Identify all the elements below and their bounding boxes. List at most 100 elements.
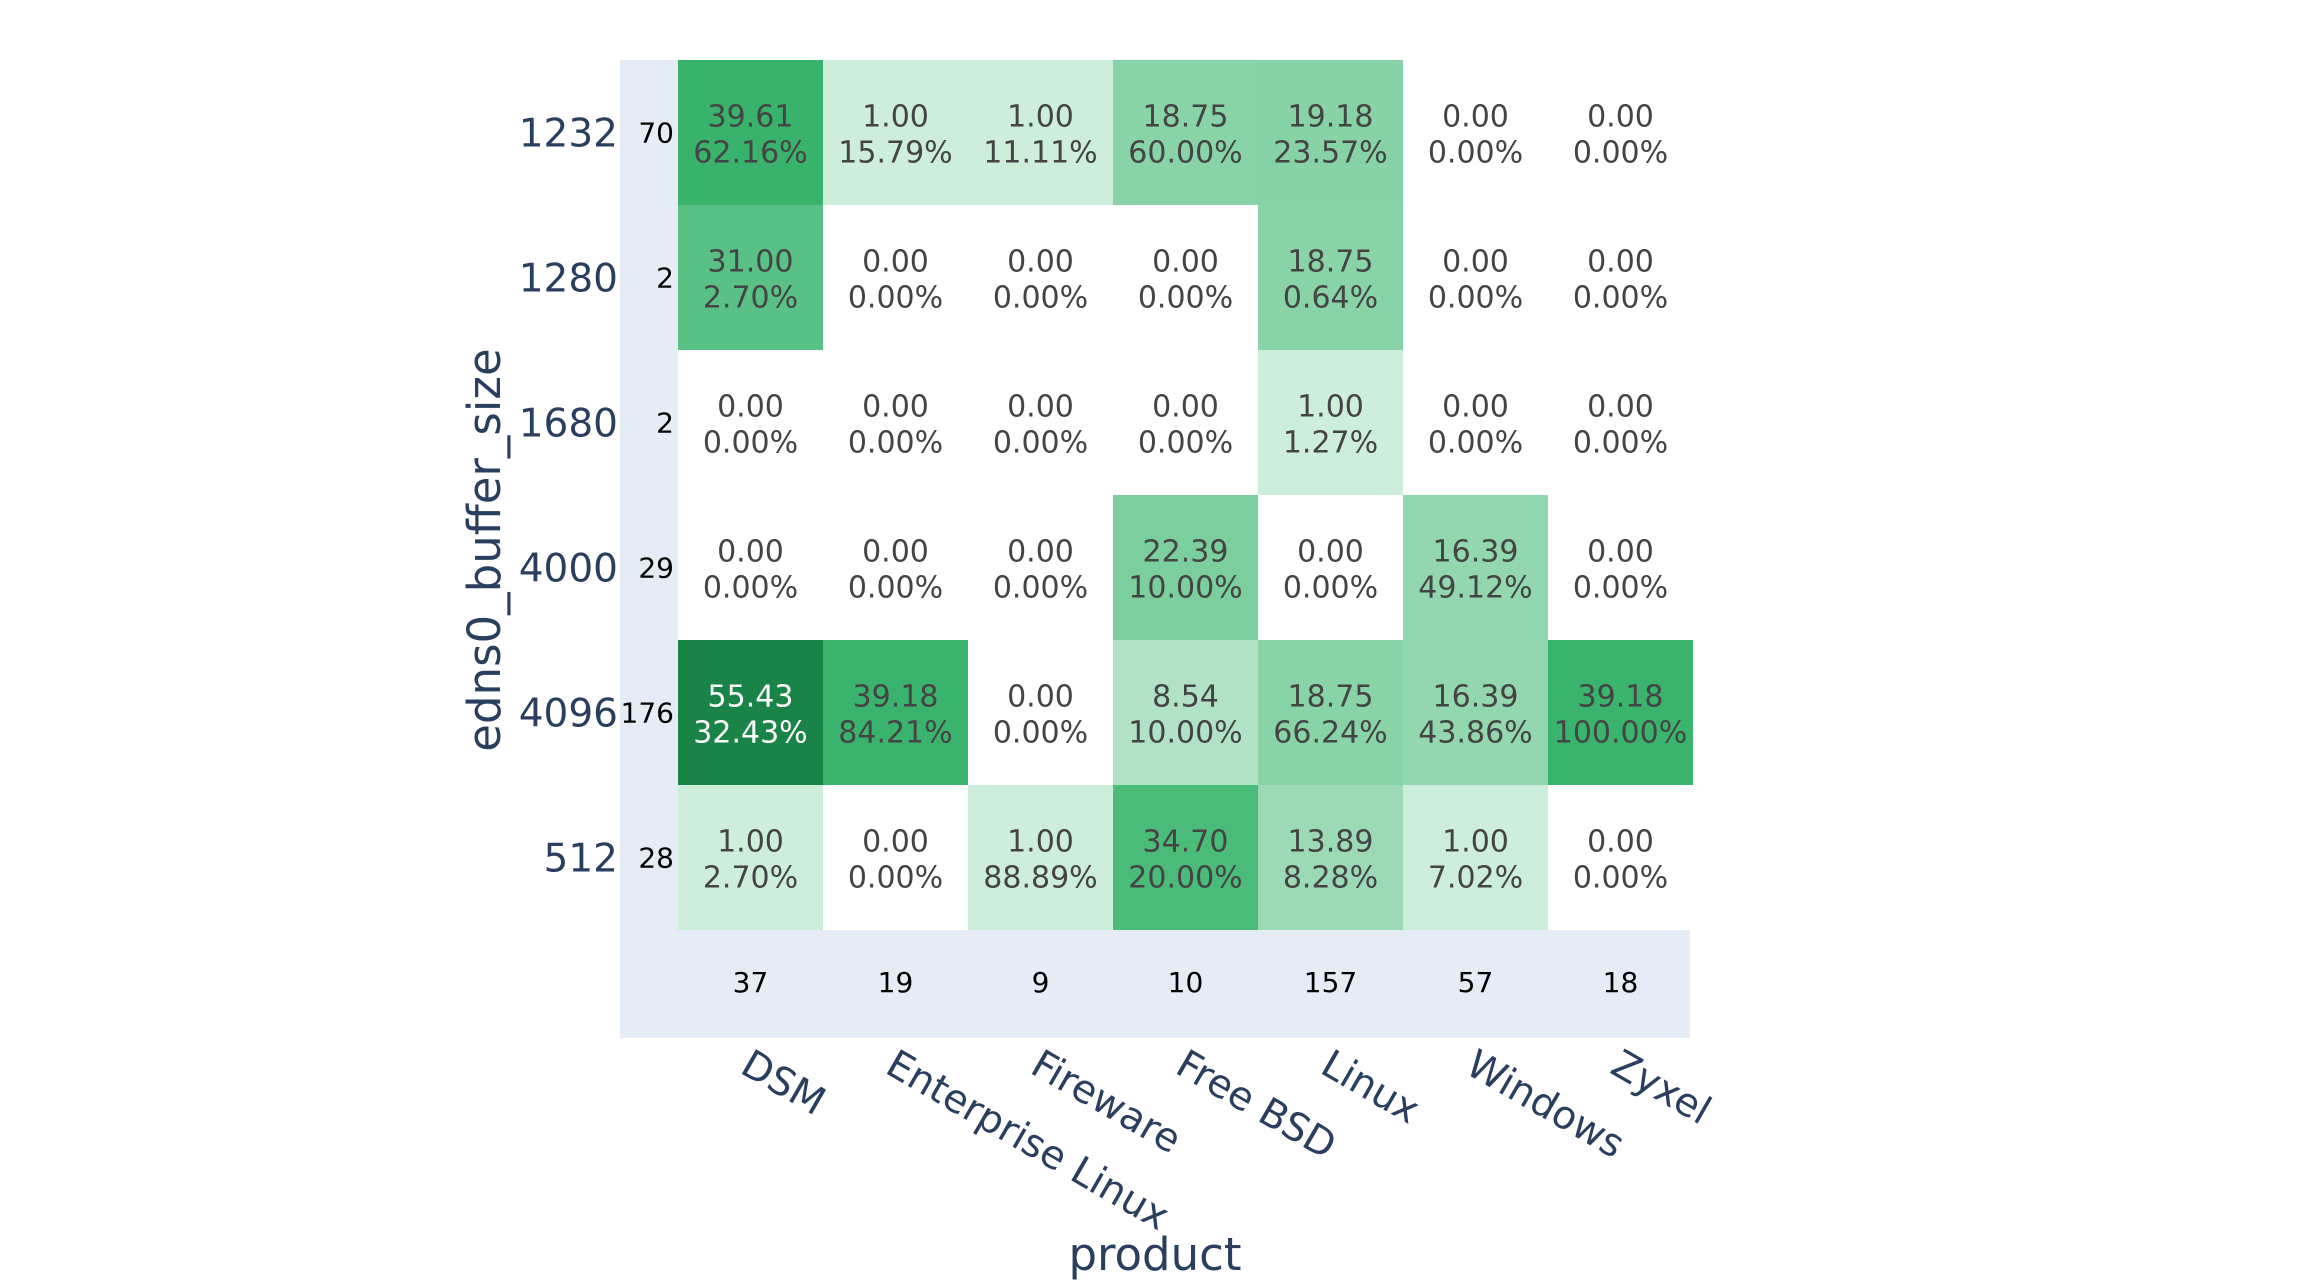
- cell-4000-enterprise-linux-percent: 0.00%: [848, 571, 943, 606]
- cell-512-windows-value: 1.00: [1442, 825, 1509, 860]
- x-tick-free-bsd: Free BSD: [1169, 1042, 1344, 1169]
- x-tick-linux: Linux: [1314, 1042, 1428, 1134]
- cell-4000-fireware-percent: 0.00%: [993, 571, 1088, 606]
- row-totals: 70 2 2 29 176 28: [621, 117, 674, 875]
- cell-1232-dsm-value: 39.61: [708, 100, 794, 135]
- cell-4000-linux-percent: 0.00%: [1283, 571, 1378, 606]
- cell-1232-zyxel: 0.000.00%: [1548, 60, 1693, 205]
- row-total-512: 28: [638, 842, 674, 875]
- cell-1280-linux-rect: [1258, 205, 1403, 350]
- cell-1680-dsm: 0.000.00%: [678, 350, 823, 495]
- cell-1680-fireware-value: 0.00: [1007, 390, 1074, 425]
- cell-1280-dsm-percent: 2.70%: [703, 281, 798, 316]
- cell-1280-fireware-percent: 0.00%: [993, 281, 1088, 316]
- cell-4000-free-bsd-percent: 10.00%: [1128, 571, 1242, 606]
- cell-4000-linux-rect: [1258, 495, 1403, 640]
- cell-1680-windows-rect: [1403, 350, 1548, 495]
- column-totals-background: [620, 928, 1690, 1038]
- cell-1680-linux-rect: [1258, 350, 1403, 495]
- cell-4096-linux-value: 18.75: [1288, 680, 1374, 715]
- cell-1680-linux-percent: 1.27%: [1283, 426, 1378, 461]
- cell-1680-free-bsd-rect: [1113, 350, 1258, 495]
- cell-1280-enterprise-linux-value: 0.00: [862, 245, 929, 280]
- cell-4000-enterprise-linux: 0.000.00%: [823, 495, 968, 640]
- cell-4096-linux-rect: [1258, 640, 1403, 785]
- cell-1680-enterprise-linux: 0.000.00%: [823, 350, 968, 495]
- cell-1680-fireware-percent: 0.00%: [993, 426, 1088, 461]
- cell-1280-linux-value: 18.75: [1288, 245, 1374, 280]
- cell-1680-windows: 0.000.00%: [1403, 350, 1548, 495]
- cell-4096-zyxel-value: 39.18: [1578, 680, 1664, 715]
- cell-1280-zyxel-percent: 0.00%: [1573, 281, 1668, 316]
- cell-1280-dsm-value: 31.00: [708, 245, 794, 280]
- y-tick-4000: 4000: [519, 547, 618, 592]
- cell-1280-enterprise-linux-rect: [823, 205, 968, 350]
- cell-1232-enterprise-linux-percent: 15.79%: [838, 136, 952, 171]
- cell-512-linux-rect: [1258, 785, 1403, 930]
- cell-512-fireware-percent: 88.89%: [983, 861, 1097, 896]
- cell-1680-enterprise-linux-percent: 0.00%: [848, 426, 943, 461]
- cell-1232-linux-percent: 23.57%: [1273, 136, 1387, 171]
- cell-1280-fireware: 0.000.00%: [968, 205, 1113, 350]
- cell-4096-enterprise-linux-rect: [823, 640, 968, 785]
- cell-4000-zyxel-value: 0.00: [1587, 535, 1654, 570]
- heatmap-cells: 39.6162.16%1.0015.79%1.0011.11%18.7560.0…: [678, 60, 1693, 930]
- cell-4096-windows-percent: 43.86%: [1418, 716, 1532, 751]
- cell-4000-linux: 0.000.00%: [1258, 495, 1403, 640]
- column-total-windows: 57: [1458, 966, 1494, 999]
- column-total-zyxel: 18: [1603, 966, 1639, 999]
- cell-1680-dsm-value: 0.00: [717, 390, 784, 425]
- cell-1232-enterprise-linux-rect: [823, 60, 968, 205]
- cell-1232-windows-rect: [1403, 60, 1548, 205]
- cell-1680-fireware: 0.000.00%: [968, 350, 1113, 495]
- cell-512-enterprise-linux-value: 0.00: [862, 825, 929, 860]
- cell-4096-free-bsd-rect: [1113, 640, 1258, 785]
- cell-1280-windows: 0.000.00%: [1403, 205, 1548, 350]
- y-tick-1232: 1232: [519, 112, 618, 157]
- cell-4096-linux-percent: 66.24%: [1273, 716, 1387, 751]
- cell-4000-windows-percent: 49.12%: [1418, 571, 1532, 606]
- cell-1280-free-bsd-value: 0.00: [1152, 245, 1219, 280]
- cell-1680-linux-value: 1.00: [1297, 390, 1364, 425]
- cell-4096-fireware-value: 0.00: [1007, 680, 1074, 715]
- cell-1680-dsm-rect: [678, 350, 823, 495]
- cell-4000-zyxel-rect: [1548, 495, 1693, 640]
- cell-4096-fireware: 0.000.00%: [968, 640, 1113, 785]
- cell-512-zyxel-rect: [1548, 785, 1693, 930]
- cell-4096-zyxel-rect: [1548, 640, 1693, 785]
- cell-1680-zyxel-value: 0.00: [1587, 390, 1654, 425]
- cell-512-linux-value: 13.89: [1288, 825, 1374, 860]
- cell-4000-windows-value: 16.39: [1433, 535, 1519, 570]
- cell-1232-free-bsd-percent: 60.00%: [1128, 136, 1242, 171]
- cell-1232-fireware-value: 1.00: [1007, 100, 1074, 135]
- cell-1280-enterprise-linux: 0.000.00%: [823, 205, 968, 350]
- cell-1232-windows-value: 0.00: [1442, 100, 1509, 135]
- cell-512-zyxel-percent: 0.00%: [1573, 861, 1668, 896]
- cell-1280-windows-rect: [1403, 205, 1548, 350]
- cell-1232-fireware-percent: 11.11%: [983, 136, 1097, 171]
- cell-1280-dsm: 31.002.70%: [678, 205, 823, 350]
- row-total-4000: 29: [638, 552, 674, 585]
- cell-1280-linux: 18.750.64%: [1258, 205, 1403, 350]
- cell-1680-enterprise-linux-value: 0.00: [862, 390, 929, 425]
- cell-512-zyxel: 0.000.00%: [1548, 785, 1693, 930]
- cell-4000-enterprise-linux-rect: [823, 495, 968, 640]
- cell-1680-free-bsd: 0.000.00%: [1113, 350, 1258, 495]
- cell-1232-dsm-rect: [678, 60, 823, 205]
- cell-1680-linux: 1.001.27%: [1258, 350, 1403, 495]
- cell-4000-fireware: 0.000.00%: [968, 495, 1113, 640]
- cell-512-windows-percent: 7.02%: [1428, 861, 1523, 896]
- cell-1280-free-bsd-rect: [1113, 205, 1258, 350]
- cell-4096-dsm-rect: [678, 640, 823, 785]
- cell-4000-windows-rect: [1403, 495, 1548, 640]
- column-total-linux: 157: [1304, 966, 1357, 999]
- column-total-free-bsd: 10: [1168, 966, 1204, 999]
- cell-4096-dsm-value: 55.43: [708, 680, 794, 715]
